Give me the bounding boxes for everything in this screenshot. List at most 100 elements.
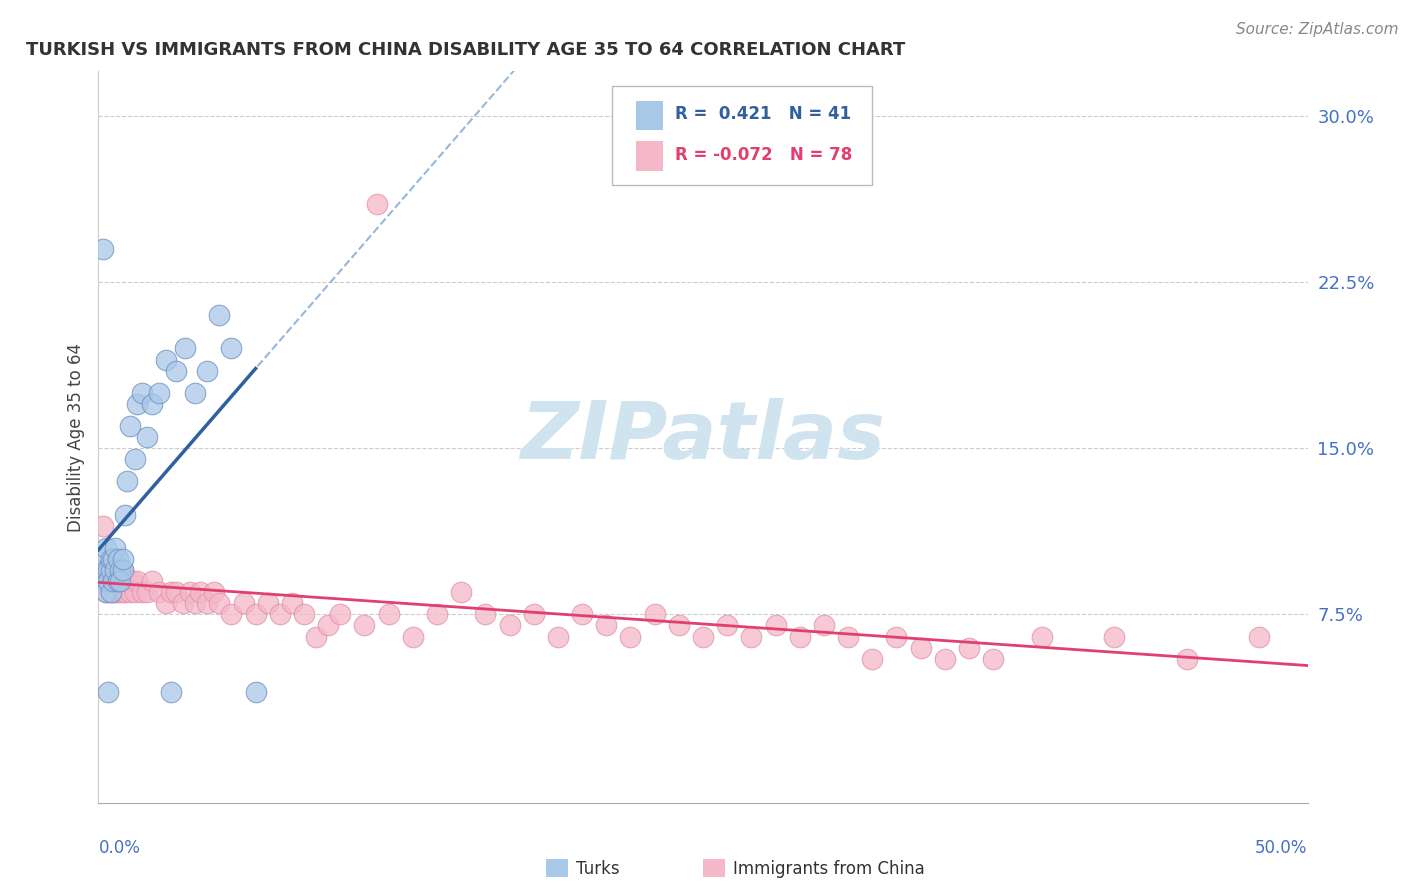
Text: ZIPatlas: ZIPatlas (520, 398, 886, 476)
Point (860, 651, 883, 665)
Point (114, 585, 136, 599)
Point (789, 630, 811, 644)
Point (100, 585, 122, 599)
Point (101, 574, 124, 589)
Point (692, 630, 714, 644)
Point (910, 640, 932, 655)
Point (107, 574, 129, 589)
Point (221, 342, 243, 356)
Point (160, 585, 183, 599)
Point (765, 618, 787, 632)
Point (104, 563, 127, 577)
Point (94, 563, 117, 577)
Point (117, 574, 139, 589)
Point (97, 685, 120, 699)
Point (91, 574, 114, 589)
Text: Turks: Turks (576, 860, 620, 878)
Point (127, 574, 149, 589)
Point (1031, 630, 1053, 644)
FancyBboxPatch shape (637, 101, 664, 130)
Point (668, 618, 690, 632)
Point (90, 574, 112, 589)
FancyBboxPatch shape (637, 142, 664, 170)
Point (111, 563, 134, 577)
Point (114, 508, 136, 522)
Point (118, 419, 141, 434)
Point (108, 574, 131, 589)
Point (208, 308, 231, 322)
Point (245, 607, 267, 622)
Point (104, 585, 127, 599)
Point (450, 585, 472, 599)
Point (131, 585, 153, 599)
Text: R =  0.421   N = 41: R = 0.421 N = 41 (675, 105, 851, 123)
Point (208, 596, 231, 610)
Point (184, 385, 207, 400)
Text: TURKISH VS IMMIGRANTS FROM CHINA DISABILITY AGE 35 TO 64 CORRELATION CHART: TURKISH VS IMMIGRANTS FROM CHINA DISABIL… (25, 41, 905, 59)
Point (316, 618, 339, 632)
Point (366, 197, 388, 211)
Text: 0.0%: 0.0% (98, 839, 141, 857)
Point (498, 618, 520, 632)
Point (135, 585, 157, 599)
Point (107, 585, 129, 599)
Point (1102, 630, 1125, 644)
Point (886, 630, 908, 644)
Text: Source: ZipAtlas.com: Source: ZipAtlas.com (1236, 22, 1399, 37)
Point (179, 585, 201, 599)
Point (165, 363, 187, 377)
Point (155, 352, 177, 367)
Point (547, 630, 569, 644)
Point (571, 607, 593, 622)
Point (165, 585, 187, 599)
Point (269, 607, 291, 622)
Point (108, 563, 131, 577)
Point (94, 541, 117, 555)
Point (221, 607, 243, 622)
Point (232, 596, 254, 610)
Point (402, 630, 425, 644)
Point (353, 618, 375, 632)
Point (100, 563, 122, 577)
Point (101, 585, 124, 599)
Point (97, 563, 120, 577)
Point (245, 685, 267, 699)
Point (117, 475, 139, 489)
Point (91, 518, 114, 533)
Point (124, 585, 146, 599)
Point (595, 618, 617, 632)
Point (426, 607, 449, 622)
Point (305, 630, 328, 644)
Point (91, 552, 114, 566)
Point (100, 552, 122, 566)
Point (172, 596, 194, 610)
Point (107, 574, 129, 589)
Point (160, 685, 183, 699)
Point (523, 607, 546, 622)
Text: Immigrants from China: Immigrants from China (734, 860, 925, 878)
Point (148, 385, 170, 400)
FancyBboxPatch shape (546, 859, 568, 878)
Point (141, 574, 163, 589)
Point (101, 574, 124, 589)
Point (934, 651, 956, 665)
Point (104, 563, 127, 577)
Point (104, 541, 127, 555)
Point (174, 342, 197, 356)
Point (256, 596, 278, 610)
Point (155, 596, 177, 610)
Point (474, 607, 496, 622)
Point (124, 452, 146, 467)
Point (1249, 630, 1271, 644)
FancyBboxPatch shape (703, 859, 724, 878)
Point (981, 651, 1004, 665)
Point (100, 552, 122, 566)
Point (107, 552, 129, 566)
Point (148, 585, 170, 599)
Point (813, 618, 835, 632)
Point (94, 585, 117, 599)
Point (188, 585, 211, 599)
Point (121, 574, 143, 589)
Point (90, 563, 112, 577)
Point (716, 618, 738, 632)
